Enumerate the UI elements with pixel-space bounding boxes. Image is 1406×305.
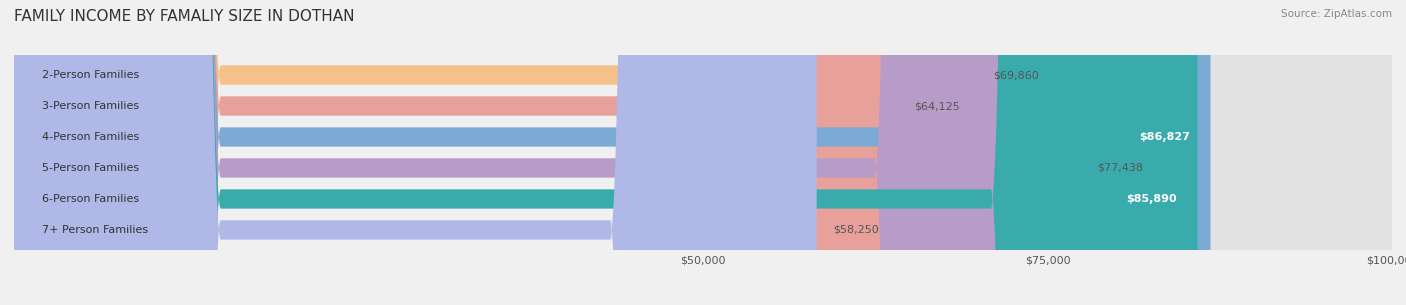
FancyBboxPatch shape xyxy=(14,0,1392,305)
Text: Source: ZipAtlas.com: Source: ZipAtlas.com xyxy=(1281,9,1392,19)
Text: $58,250: $58,250 xyxy=(834,225,879,235)
FancyBboxPatch shape xyxy=(14,0,1392,305)
FancyBboxPatch shape xyxy=(14,0,1081,305)
Text: 4-Person Families: 4-Person Families xyxy=(42,132,139,142)
Text: $85,890: $85,890 xyxy=(1126,194,1177,204)
FancyBboxPatch shape xyxy=(14,0,897,305)
FancyBboxPatch shape xyxy=(14,0,1392,305)
FancyBboxPatch shape xyxy=(14,0,1211,305)
Text: $69,860: $69,860 xyxy=(993,70,1039,80)
Text: 5-Person Families: 5-Person Families xyxy=(42,163,139,173)
FancyBboxPatch shape xyxy=(14,0,1392,305)
Text: 7+ Person Families: 7+ Person Families xyxy=(42,225,148,235)
Text: $64,125: $64,125 xyxy=(914,101,960,111)
FancyBboxPatch shape xyxy=(14,0,1392,305)
Text: $86,827: $86,827 xyxy=(1139,132,1189,142)
Text: $77,438: $77,438 xyxy=(1098,163,1143,173)
Text: FAMILY INCOME BY FAMALIY SIZE IN DOTHAN: FAMILY INCOME BY FAMALIY SIZE IN DOTHAN xyxy=(14,9,354,24)
Text: 2-Person Families: 2-Person Families xyxy=(42,70,139,80)
FancyBboxPatch shape xyxy=(14,0,977,305)
FancyBboxPatch shape xyxy=(14,0,1198,305)
Text: 6-Person Families: 6-Person Families xyxy=(42,194,139,204)
FancyBboxPatch shape xyxy=(14,0,817,305)
Text: 3-Person Families: 3-Person Families xyxy=(42,101,139,111)
FancyBboxPatch shape xyxy=(14,0,1392,305)
